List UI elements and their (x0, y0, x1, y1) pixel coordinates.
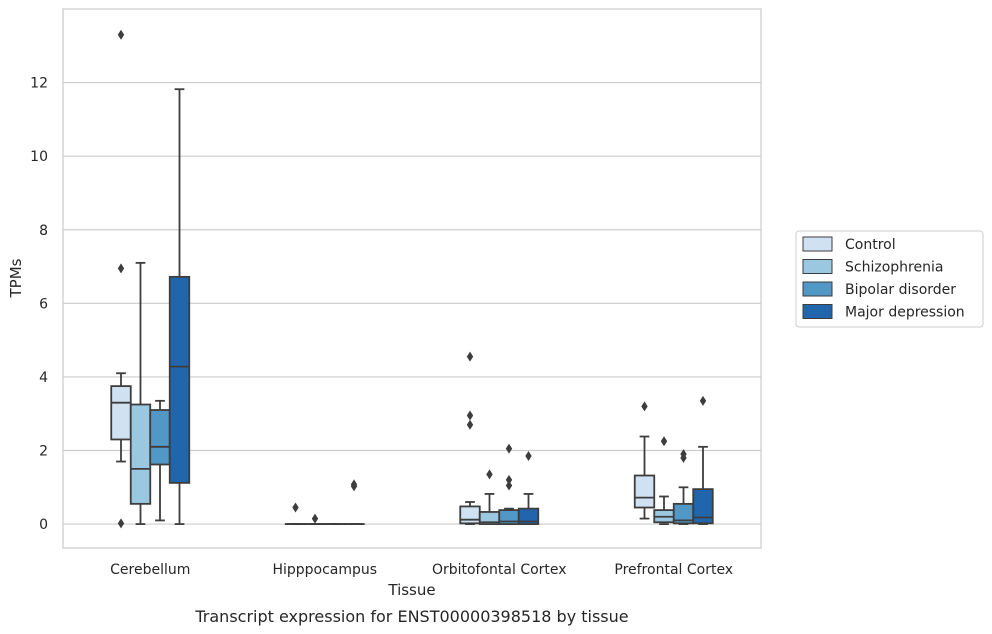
box-control-hipppocampus (284, 502, 307, 525)
box-control-prefrontal-cortex (633, 401, 656, 520)
box-iqr (633, 474, 656, 509)
box-iqr (149, 409, 171, 466)
box-iqr (129, 403, 152, 505)
box-iqr (692, 488, 714, 525)
x-tick-label: Hipppocampus (272, 562, 377, 578)
y-axis-label: TPMs (7, 258, 25, 298)
y-tick-label: 10 (30, 149, 48, 165)
box-schizophrenia-prefrontal-cortex (653, 436, 675, 525)
legend-label-control: Control (845, 237, 896, 253)
outlier-point (699, 395, 707, 406)
chart-caption: Transcript expression for ENST0000039851… (194, 607, 628, 626)
outlier-point (311, 513, 319, 524)
box-bipolar-disorder-orbitofontal-cortex (498, 443, 520, 525)
outlier-point (292, 502, 299, 513)
legend-swatch-control (802, 236, 833, 252)
box-major-depression-hipppocampus (343, 479, 365, 525)
box-major-depression-orbitofontal-cortex (517, 451, 540, 525)
outlier-point (486, 469, 493, 480)
series-schizophrenia (129, 261, 675, 525)
outlier-point (117, 518, 125, 529)
outlier-point (680, 452, 687, 463)
outlier-point (466, 410, 474, 421)
y-tick-label: 12 (30, 76, 48, 92)
y-tick-label: 4 (39, 370, 48, 386)
legend-swatch-schizophrenia (802, 259, 833, 274)
y-tick-labels: 0 2 4 6 8 10 12 (30, 76, 48, 534)
outlier-point (117, 263, 125, 274)
outlier-point (466, 419, 474, 430)
outlier-point (505, 480, 513, 491)
outlier-point (505, 474, 513, 485)
x-tick-labels: Cerebellum Hipppocampus Orbitofontal Corte… (110, 562, 733, 578)
legend: Control Schizophrenia Bipolar disorder Majo… (795, 230, 984, 328)
legend-label-bipolar-disorder: Bipolar disorder (845, 282, 956, 298)
plot-area-border (62, 8, 762, 549)
y-tick-label: 2 (39, 444, 48, 460)
outlier-point (350, 481, 358, 492)
outlier-point (641, 401, 648, 412)
x-axis-label: Tissue (387, 581, 435, 599)
box-major-depression-prefrontal-cortex (692, 395, 714, 525)
boxes (110, 29, 714, 529)
box-control-orbitofontal-cortex (459, 351, 481, 525)
box-bipolar-disorder-cerebellum (149, 399, 171, 522)
box-iqr (168, 275, 191, 484)
y-tick-label: 0 (39, 517, 48, 533)
y-tick-label: 6 (39, 296, 48, 312)
box-bipolar-disorder-prefrontal-cortex (672, 449, 695, 525)
box-iqr (110, 385, 132, 441)
outlier-point (525, 451, 532, 462)
box-schizophrenia-orbitofontal-cortex (478, 469, 501, 525)
outlier-point (660, 436, 668, 447)
outlier-point (466, 351, 474, 362)
series-major-depression (168, 88, 714, 525)
outlier-point (117, 29, 125, 40)
legend-label-major-depression: Major depression (845, 305, 965, 321)
x-tick-label: Prefrontal Cortex (614, 562, 733, 578)
box-schizophrenia-hipppocampus (304, 513, 326, 525)
box-iqr (459, 505, 481, 525)
x-tick-label: Orbitofontal Cortex (432, 562, 567, 578)
box-control-cerebellum (110, 29, 132, 529)
x-tick-label: Cerebellum (110, 562, 190, 578)
series-control (110, 29, 656, 529)
legend-swatch-major-depression (802, 304, 833, 319)
box-schizophrenia-cerebellum (129, 261, 152, 525)
series-bipolar-disorder (149, 399, 695, 525)
legend-label-schizophrenia: Schizophrenia (845, 260, 943, 276)
outlier-point (505, 443, 513, 454)
legend-swatch-bipolar-disorder (802, 281, 833, 297)
legend-frame (795, 230, 984, 328)
y-tick-label: 8 (39, 223, 48, 239)
box-iqr (517, 507, 540, 525)
box-major-depression-cerebellum (168, 88, 191, 525)
